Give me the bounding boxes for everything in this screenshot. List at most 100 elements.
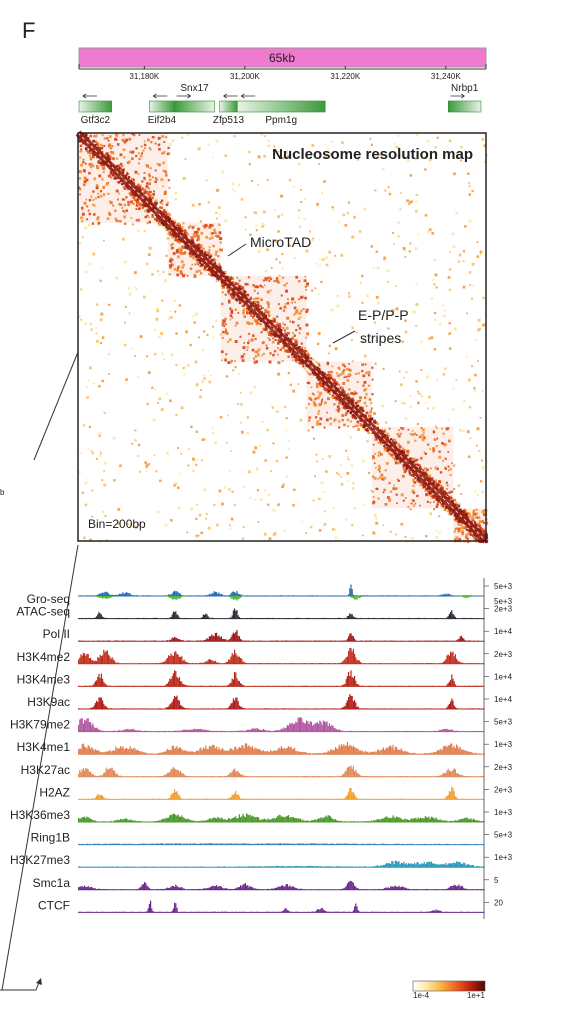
heatmap-cell	[211, 224, 214, 227]
signal-bar	[282, 708, 284, 709]
signal-bar	[474, 640, 476, 642]
heatmap-cell	[483, 509, 486, 512]
heatmap-cell	[176, 273, 180, 277]
signal-bar	[468, 640, 470, 642]
signal-bar	[342, 707, 344, 709]
heatmap-cell	[474, 490, 477, 493]
signal-bar	[214, 660, 216, 664]
signal-bar-negative	[358, 596, 360, 599]
signal-bar	[176, 638, 178, 642]
heatmap-cell	[444, 367, 447, 370]
heatmap-cell	[421, 428, 425, 432]
signal-bar	[306, 640, 308, 642]
signal-bar-negative	[232, 596, 234, 600]
heatmap-cell	[143, 191, 146, 195]
heatmap-cell	[475, 537, 478, 540]
signal-bar	[310, 663, 312, 664]
signal-bar	[85, 595, 87, 596]
heatmap-cell	[372, 455, 374, 457]
signal-bar	[322, 708, 324, 709]
signal-bar	[468, 663, 470, 664]
heatmap-cell	[295, 343, 298, 347]
heatmap-cell	[323, 372, 326, 376]
signal-bar	[126, 617, 128, 619]
signal-bar	[103, 592, 105, 596]
heatmap-cell	[144, 215, 147, 219]
heatmap-cell	[214, 231, 217, 234]
heatmap-cell	[99, 279, 102, 282]
heatmap-cell	[173, 268, 177, 271]
heatmap-cell	[418, 435, 422, 439]
heatmap-cell	[311, 426, 314, 429]
heatmap-cell	[462, 250, 466, 253]
heatmap-cell	[78, 241, 82, 245]
heatmap-cell	[211, 272, 214, 274]
heatmap-cell	[412, 479, 415, 482]
heatmap-cell	[241, 359, 245, 362]
signal-bar	[144, 595, 146, 596]
heatmap-cell	[150, 141, 153, 144]
heatmap-cell	[145, 185, 149, 189]
heatmap-cell	[86, 218, 89, 221]
heatmap-cell	[270, 267, 273, 269]
signal-bar	[387, 595, 389, 596]
signal-bar	[424, 708, 426, 709]
signal-bar	[165, 659, 167, 664]
heatmap-cell	[247, 341, 250, 345]
heatmap-cell	[316, 342, 320, 346]
heatmap-cell	[418, 465, 422, 469]
heatmap-cell	[269, 289, 272, 292]
signal-bar	[252, 663, 254, 664]
heatmap-cell	[171, 139, 175, 143]
heatmap-cell	[455, 211, 459, 215]
signal-bar	[223, 685, 225, 687]
heatmap-cell	[415, 283, 418, 286]
heatmap-cell	[103, 470, 106, 473]
heatmap-cell	[285, 333, 288, 337]
signal-bar-negative	[349, 596, 351, 597]
heatmap-cell	[134, 194, 137, 197]
heatmap-cell	[183, 232, 186, 235]
heatmap-cell	[97, 196, 100, 199]
signal-bar	[316, 708, 318, 709]
signal-bar	[94, 660, 96, 664]
heatmap-cell	[450, 512, 453, 516]
heatmap-cell	[318, 497, 321, 501]
signal-bar	[350, 670, 352, 687]
heatmap-cell	[248, 311, 252, 315]
signal-bar	[360, 661, 362, 664]
heatmap-cell	[377, 442, 380, 444]
heatmap-cell	[175, 481, 178, 485]
signal-bar	[79, 657, 81, 664]
heatmap-cell	[319, 391, 323, 395]
heatmap-cell	[231, 490, 234, 493]
heatmap-cell	[321, 192, 323, 195]
heatmap-cell	[271, 340, 275, 344]
signal-bar	[380, 595, 382, 596]
heatmap-cell	[185, 231, 188, 235]
signal-bar-negative	[110, 596, 112, 598]
heatmap-cell	[447, 469, 450, 472]
heatmap-cell	[246, 321, 249, 325]
heatmap-cell	[383, 258, 386, 261]
signal-bar	[166, 658, 168, 664]
signal-bar	[260, 663, 262, 664]
heatmap-cell	[301, 362, 305, 365]
signal-bar	[162, 662, 164, 664]
heatmap-cell	[306, 355, 309, 358]
heatmap-cell	[425, 401, 428, 404]
signal-bar	[90, 595, 92, 596]
signal-bar	[169, 704, 171, 709]
heatmap-cell	[260, 133, 263, 136]
heatmap-cell	[192, 225, 195, 228]
signal-bar	[316, 595, 318, 596]
heatmap-cell	[137, 152, 140, 155]
signal-bar	[354, 653, 356, 664]
heatmap-cell	[305, 323, 309, 327]
heatmap-cell	[333, 209, 336, 212]
heatmap-cell	[259, 323, 262, 326]
signal-bar	[254, 663, 256, 664]
signal-bar	[210, 659, 212, 664]
heatmap-cell	[359, 282, 362, 284]
signal-bar	[338, 617, 340, 619]
